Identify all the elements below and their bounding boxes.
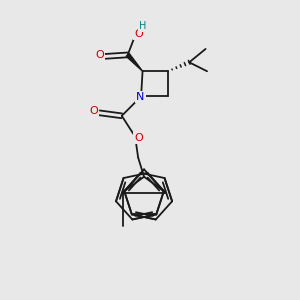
Text: N: N — [136, 92, 145, 102]
Text: O: O — [134, 29, 143, 39]
Text: H: H — [139, 21, 146, 31]
Text: O: O — [96, 50, 104, 60]
Text: O: O — [90, 106, 98, 116]
Polygon shape — [126, 53, 142, 71]
Text: O: O — [134, 133, 143, 143]
